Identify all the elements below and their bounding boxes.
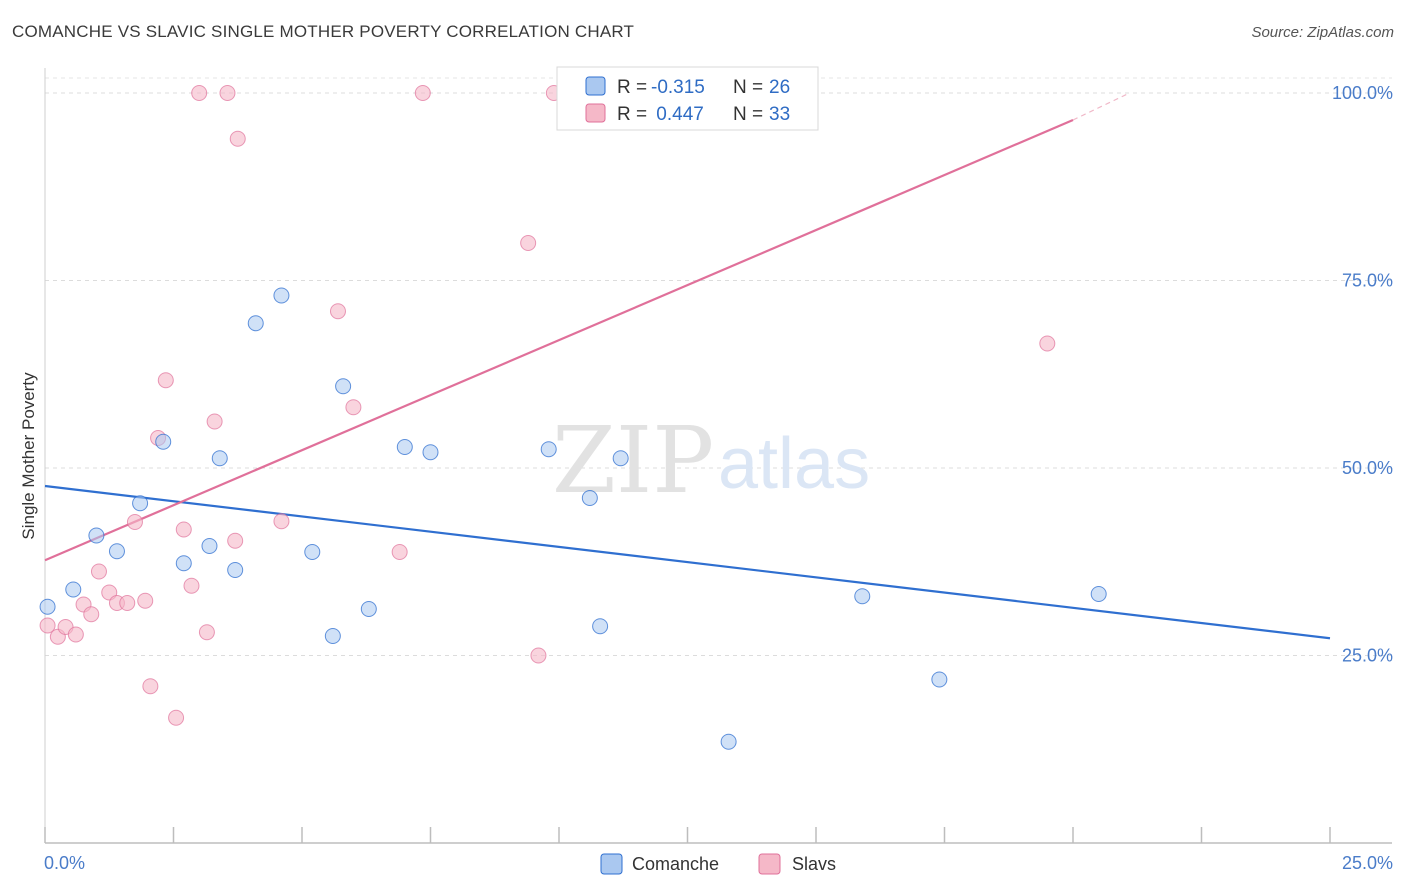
- point-comanche: [422, 444, 439, 461]
- point-comanche: [132, 495, 149, 512]
- point-comanche: [273, 287, 290, 304]
- y-axis-label: Single Mother Poverty: [19, 372, 38, 540]
- legend: R = -0.315 N = 26 R = 0.447 N = 33: [556, 66, 819, 131]
- point-comanche: [227, 562, 244, 578]
- x-tick-label: 25.0%: [1342, 853, 1393, 873]
- bottom-legend-swatch-slavs: [758, 853, 781, 875]
- bottom-legend: Comanche Slavs: [600, 853, 836, 875]
- point-slavs: [168, 709, 185, 726]
- point-comanche: [854, 588, 871, 605]
- point-comanche: [108, 543, 125, 560]
- chart-title: COMANCHE VS SLAVIC SINGLE MOTHER POVERTY…: [12, 22, 635, 41]
- point-comanche: [335, 378, 352, 395]
- x-tick-label: 0.0%: [44, 853, 85, 873]
- legend-n-value-comanche: 26: [769, 77, 790, 98]
- point-slavs: [157, 372, 174, 389]
- point-comanche: [65, 581, 82, 598]
- point-slavs: [273, 513, 290, 530]
- legend-swatch-comanche: [585, 76, 606, 96]
- legend-n-label-comanche: N =: [733, 77, 763, 98]
- point-comanche: [612, 450, 629, 467]
- point-comanche: [201, 538, 218, 554]
- y-tick-label: 25.0%: [1342, 646, 1393, 666]
- point-slavs: [229, 130, 246, 147]
- point-slavs: [119, 595, 136, 611]
- point-slavs: [126, 514, 143, 530]
- y-tick-label: 50.0%: [1342, 458, 1393, 478]
- point-slavs: [175, 521, 192, 538]
- axes: [44, 68, 1392, 844]
- point-slavs: [67, 626, 84, 643]
- point-comanche: [581, 490, 598, 506]
- grid-lines: [45, 77, 1392, 656]
- point-slavs: [345, 399, 362, 416]
- point-slavs: [142, 678, 159, 695]
- legend-r-label-comanche: R =: [617, 77, 647, 98]
- point-comanche: [39, 598, 56, 615]
- data-points: [39, 85, 1107, 750]
- point-comanche: [1090, 586, 1107, 602]
- point-slavs: [227, 532, 244, 549]
- bottom-legend-swatch-comanche: [600, 853, 623, 875]
- trend-lines: [44, 92, 1331, 640]
- legend-n-label-slavs: N =: [733, 104, 763, 125]
- point-slavs: [198, 624, 215, 641]
- point-comanche: [155, 433, 172, 450]
- legend-n-value-slavs: 33: [769, 104, 790, 125]
- point-slavs: [329, 303, 346, 320]
- point-slavs: [83, 606, 100, 623]
- trend-line-slavs: [44, 118, 1074, 562]
- point-comanche: [304, 544, 321, 560]
- legend-r-value-slavs: 0.447: [651, 104, 704, 125]
- point-slavs: [183, 577, 200, 594]
- point-slavs: [39, 617, 56, 634]
- point-comanche: [592, 618, 609, 635]
- legend-swatch-slavs: [585, 103, 606, 123]
- point-slavs: [520, 235, 537, 251]
- x-tick-labels: 0.0% 25.0%: [44, 853, 1393, 873]
- point-comanche: [396, 439, 413, 455]
- point-slavs: [137, 592, 154, 609]
- point-comanche: [720, 733, 737, 750]
- point-slavs: [530, 647, 547, 664]
- point-slavs: [1039, 335, 1056, 352]
- trend-line-comanche: [44, 484, 1331, 640]
- bottom-legend-comanche: Comanche: [632, 854, 719, 874]
- watermark: ZIP atlas: [552, 407, 870, 514]
- point-slavs: [414, 85, 431, 101]
- bottom-legend-slavs: Slavs: [792, 854, 836, 874]
- legend-r-value-comanche: -0.315: [651, 77, 705, 98]
- point-comanche: [931, 671, 948, 688]
- point-comanche: [540, 441, 557, 458]
- point-comanche: [247, 315, 264, 332]
- point-slavs: [90, 563, 107, 580]
- y-tick-label: 100.0%: [1332, 83, 1393, 103]
- trend-line-slavs-extension: [1072, 92, 1130, 121]
- point-comanche: [324, 628, 341, 644]
- watermark-atlas: atlas: [718, 424, 870, 504]
- source-label: Source: ZipAtlas.com: [1251, 24, 1394, 41]
- y-tick-label: 75.0%: [1342, 271, 1393, 291]
- watermark-zip: ZIP: [552, 407, 714, 514]
- legend-r-label-slavs: R =: [617, 104, 647, 125]
- point-slavs: [206, 413, 223, 430]
- point-comanche: [211, 450, 228, 467]
- point-comanche: [175, 555, 192, 572]
- y-tick-labels: 25.0% 50.0% 75.0% 100.0%: [1332, 83, 1393, 666]
- point-comanche: [88, 527, 105, 544]
- point-comanche: [360, 601, 377, 617]
- point-slavs: [391, 544, 408, 560]
- point-slavs: [191, 85, 208, 101]
- point-slavs: [219, 85, 236, 101]
